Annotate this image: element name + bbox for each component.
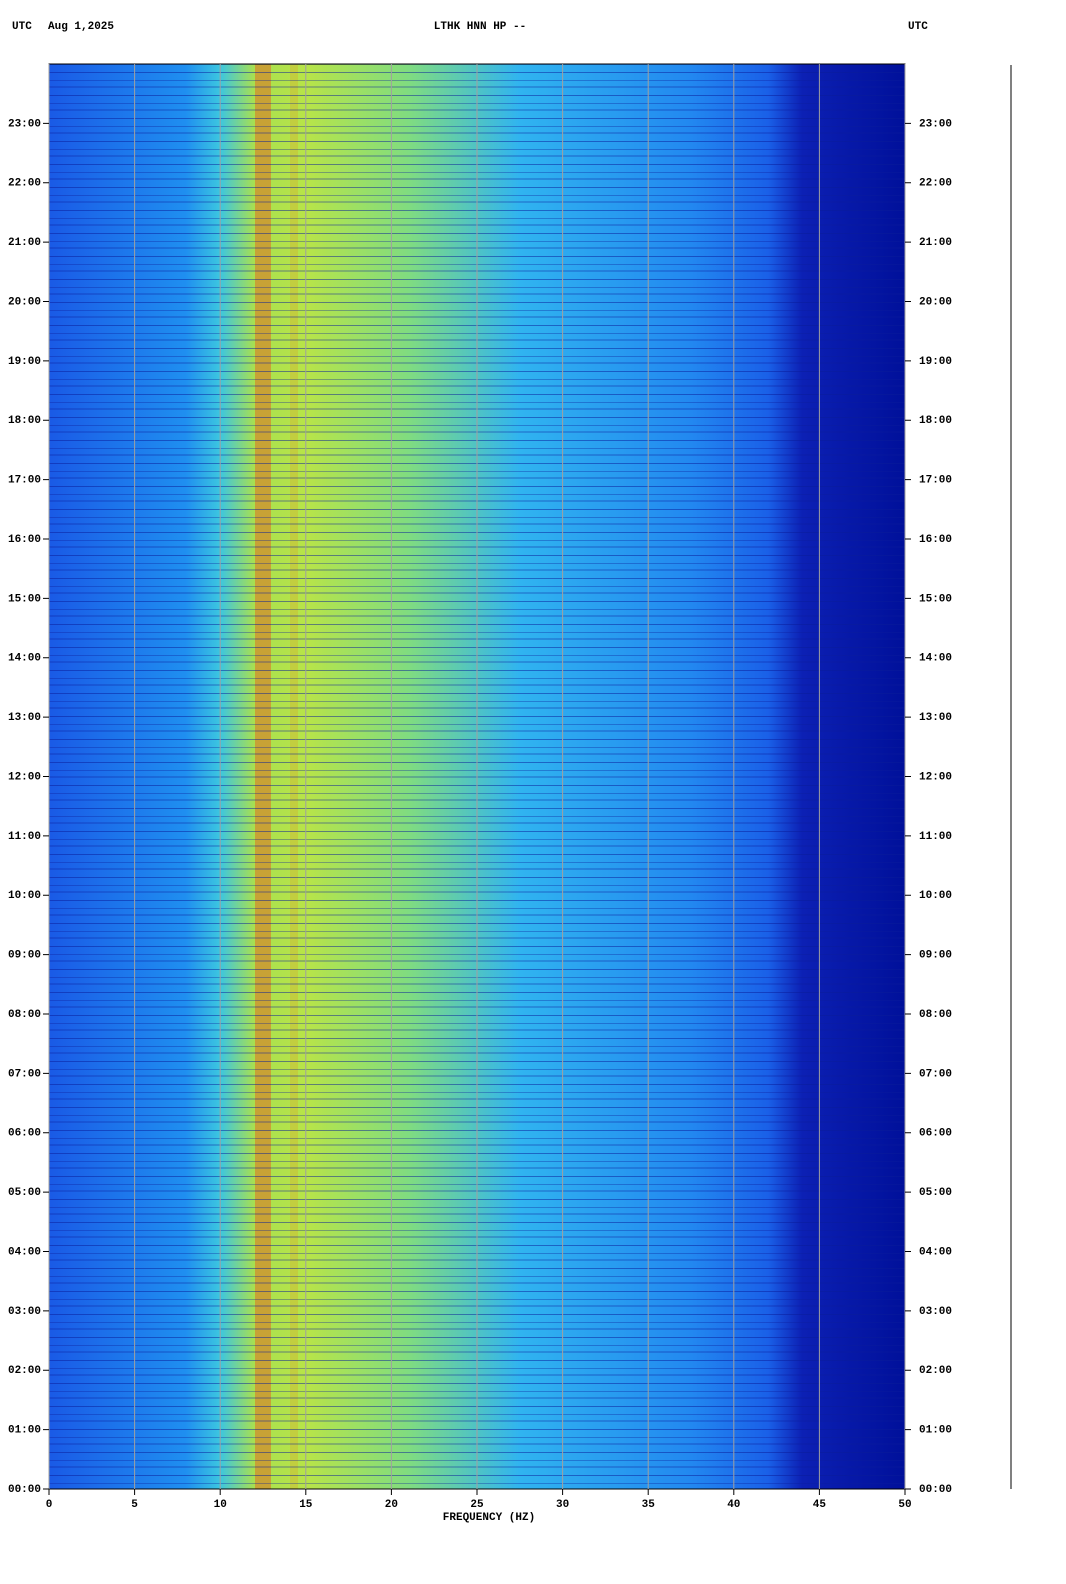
y-tick-label: 18:00 — [8, 415, 41, 427]
y-tick-label: 09:00 — [919, 950, 952, 962]
y-tick-label: 14:00 — [8, 653, 41, 665]
y-tick-label: 17:00 — [8, 475, 41, 487]
y-tick-label: 23:00 — [8, 118, 41, 130]
y-tick-label: 21:00 — [919, 237, 952, 249]
y-tick-label: 15:00 — [8, 593, 41, 605]
y-tick-label: 01:00 — [919, 1425, 952, 1437]
x-tick-label: 50 — [898, 1499, 911, 1511]
chart-title: LTHK HNN HP -- — [434, 21, 526, 33]
y-tick-label: 01:00 — [8, 1425, 41, 1437]
y-tick-label: 20:00 — [8, 296, 41, 308]
x-tick-label: 35 — [642, 1499, 656, 1511]
y-tick-label: 12:00 — [919, 771, 952, 783]
x-tick-label: 45 — [813, 1499, 827, 1511]
y-tick-label: 10:00 — [8, 890, 41, 902]
y-tick-label: 16:00 — [919, 534, 952, 546]
y-tick-label: 03:00 — [8, 1306, 41, 1318]
y-tick-label: 06:00 — [919, 1128, 952, 1140]
y-tick-label: 14:00 — [919, 653, 952, 665]
y-tick-label: 17:00 — [919, 475, 952, 487]
y-tick-label: 12:00 — [8, 771, 41, 783]
y-tick-label: 04:00 — [8, 1246, 41, 1258]
y-tick-label: 23:00 — [919, 118, 952, 130]
y-tick-label: 15:00 — [919, 593, 952, 605]
y-tick-label: 00:00 — [919, 1484, 952, 1496]
y-tick-label: 06:00 — [8, 1128, 41, 1140]
x-tick-label: 15 — [299, 1499, 313, 1511]
x-tick-label: 40 — [727, 1499, 740, 1511]
y-tick-label: 07:00 — [919, 1068, 952, 1080]
y-tick-label: 08:00 — [8, 1009, 41, 1021]
y-tick-label: 10:00 — [919, 890, 952, 902]
y-tick-label: 05:00 — [8, 1187, 41, 1199]
y-tick-label: 19:00 — [919, 356, 952, 368]
y-tick-label: 21:00 — [8, 237, 41, 249]
y-tick-label: 08:00 — [919, 1009, 952, 1021]
y-tick-label: 16:00 — [8, 534, 41, 546]
y-tick-label: 07:00 — [8, 1068, 41, 1080]
y-tick-label: 11:00 — [919, 831, 952, 843]
x-tick-label: 20 — [385, 1499, 398, 1511]
left-label: UTC — [12, 21, 32, 33]
x-tick-label: 0 — [46, 1499, 53, 1511]
x-axis-label: FREQUENCY (HZ) — [443, 1512, 535, 1524]
y-tick-label: 20:00 — [919, 296, 952, 308]
x-tick-label: 30 — [556, 1499, 569, 1511]
y-tick-label: 02:00 — [919, 1365, 952, 1377]
x-tick-label: 5 — [131, 1499, 138, 1511]
y-tick-label: 03:00 — [919, 1306, 952, 1318]
x-tick-label: 25 — [470, 1499, 484, 1511]
y-tick-label: 09:00 — [8, 950, 41, 962]
y-tick-label: 22:00 — [919, 178, 952, 190]
y-tick-label: 13:00 — [8, 712, 41, 724]
y-tick-label: 02:00 — [8, 1365, 41, 1377]
x-tick-label: 10 — [214, 1499, 227, 1511]
y-tick-label: 11:00 — [8, 831, 41, 843]
y-tick-label: 18:00 — [919, 415, 952, 427]
y-tick-label: 13:00 — [919, 712, 952, 724]
right-label: UTC — [908, 21, 928, 33]
date: Aug 1,2025 — [48, 21, 114, 33]
y-tick-label: 00:00 — [8, 1484, 41, 1496]
y-tick-label: 04:00 — [919, 1246, 952, 1258]
y-tick-label: 19:00 — [8, 356, 41, 368]
y-tick-label: 22:00 — [8, 178, 41, 190]
y-tick-label: 05:00 — [919, 1187, 952, 1199]
